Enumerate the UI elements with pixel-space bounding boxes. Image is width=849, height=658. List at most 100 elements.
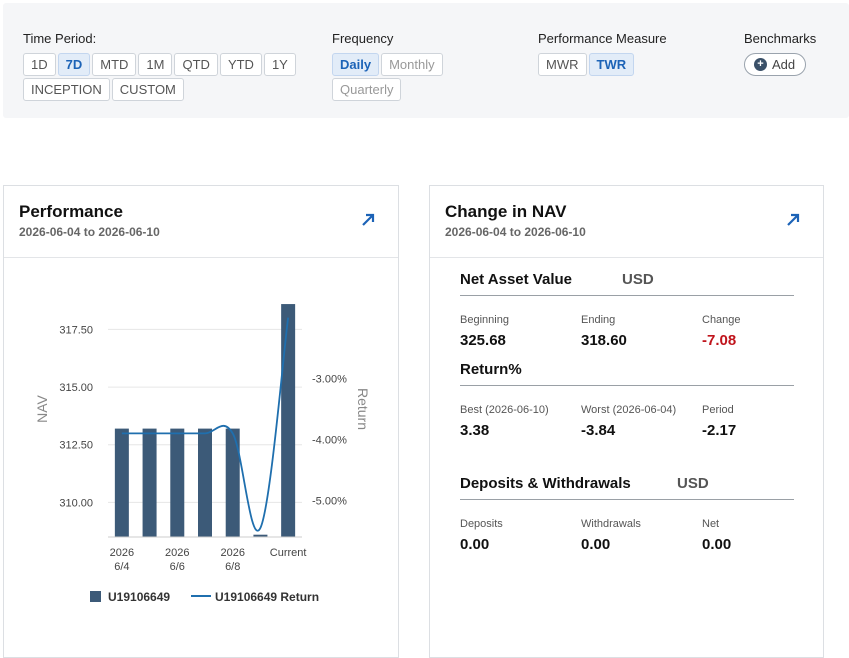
y-tick-label: 315.00 [59, 382, 93, 394]
net: Net 0.00 [702, 512, 812, 553]
expand-arrow-icon[interactable] [360, 212, 376, 228]
time-period-option-custom[interactable]: CUSTOM [111, 78, 184, 101]
return-best: Best (2026-06-10) 3.38 [460, 398, 555, 439]
performance-title: Performance [19, 202, 123, 221]
nav-date-range: 2026-06-04 to 2026-06-10 [445, 225, 586, 239]
performance-measure-options: MWR TWR [538, 53, 678, 76]
performance-measure-option-twr[interactable]: TWR [588, 53, 635, 76]
return-worst: Worst (2026-06-04) -3.84 [581, 398, 681, 439]
deposits-section-header: Deposits & Withdrawals USD [460, 475, 794, 500]
nav-currency: USD [622, 271, 654, 288]
y2-tick-label: -3.00% [312, 374, 347, 386]
nav-ending: Ending 318.60 [581, 308, 691, 349]
legend-label-nav[interactable]: U19106649 [108, 590, 170, 604]
return-section-title: Return% [460, 361, 522, 378]
change-label: Change [702, 314, 741, 326]
time-period-option-7d[interactable]: 7D [57, 53, 91, 76]
benchmarks-label: Benchmarks [744, 31, 817, 46]
nav-beginning: Beginning 325.68 [460, 308, 570, 349]
nav-section: Net Asset Value USD [460, 271, 794, 296]
performance-measure-group: Performance Measure MWR TWR [538, 30, 678, 76]
y-tick-label: 310.00 [59, 497, 93, 509]
benchmarks-group: Benchmarks + Add [744, 30, 816, 76]
time-period-option-1y[interactable]: 1Y [263, 53, 296, 76]
withdrawals: Withdrawals 0.00 [581, 512, 691, 553]
beginning-label: Beginning [460, 314, 509, 326]
best-label: Best (2026-06-10) [460, 404, 549, 416]
time-period-label: Time Period: [23, 31, 97, 46]
deposits-section: Deposits & Withdrawals USD [460, 475, 794, 500]
performance-date-range: 2026-06-04 to 2026-06-10 [19, 225, 160, 239]
x-tick-label: 6/6 [170, 561, 185, 573]
plus-circle-icon: + [754, 58, 767, 71]
beginning-value: 325.68 [460, 332, 506, 349]
withdrawals-label: Withdrawals [581, 518, 641, 530]
performance-measure-label: Performance Measure [538, 31, 667, 46]
frequency-options: Daily Monthly Quarterly [332, 53, 452, 101]
nav-bar[interactable] [225, 428, 240, 537]
nav-change: Change -7.08 [702, 308, 812, 349]
change-value: -7.08 [702, 332, 737, 349]
deposits-value: 0.00 [460, 536, 490, 553]
nav-card-header: Change in NAV 2026-06-04 to 2026-06-10 [430, 186, 823, 258]
performance-card-header: Performance 2026-06-04 to 2026-06-10 [4, 186, 398, 258]
add-benchmark-button[interactable]: + Add [744, 53, 807, 76]
worst-label: Worst (2026-06-04) [581, 404, 677, 416]
ending-value: 318.60 [581, 332, 627, 349]
y-tick-label: 317.50 [59, 324, 93, 336]
legend-swatch-nav [90, 591, 101, 602]
performance-measure-option-mwr[interactable]: MWR [538, 53, 587, 76]
net-label: Net [702, 518, 720, 530]
nav-bar[interactable] [198, 428, 212, 537]
y2-tick-label: -4.00% [312, 434, 347, 446]
nav-bar[interactable] [142, 428, 157, 537]
net-value: 0.00 [702, 536, 732, 553]
expand-arrow-icon[interactable] [785, 212, 801, 228]
deposits-label: Deposits [460, 518, 503, 530]
y-axis-title: NAV [34, 394, 50, 422]
frequency-option-daily[interactable]: Daily [332, 53, 380, 76]
frequency-label: Frequency [332, 31, 394, 46]
time-period-option-mtd[interactable]: MTD [92, 53, 137, 76]
x-tick-label: 2026 [165, 547, 189, 559]
y2-tick-label: -5.00% [312, 495, 347, 507]
x-tick-label: 6/4 [114, 561, 129, 573]
nav-bar[interactable] [114, 428, 129, 537]
period-label: Period [702, 404, 734, 416]
performance-card: Performance 2026-06-04 to 2026-06-10 310… [3, 185, 399, 658]
legend-label-return[interactable]: U19106649 Return [215, 590, 319, 604]
withdrawals-value: 0.00 [581, 536, 611, 553]
x-tick-label: 2026 [220, 547, 244, 559]
time-period-option-ytd[interactable]: YTD [219, 53, 262, 76]
ending-label: Ending [581, 314, 616, 326]
nav-card: Change in NAV 2026-06-04 to 2026-06-10 N… [429, 185, 824, 658]
time-period-option-qtd[interactable]: QTD [174, 53, 218, 76]
period-value: -2.17 [702, 422, 737, 439]
best-value: 3.38 [460, 422, 490, 439]
y-tick-label: 312.50 [59, 440, 93, 452]
nav-bar[interactable] [170, 428, 185, 537]
nav-bar[interactable] [253, 534, 268, 537]
frequency-option-quarterly[interactable]: Quarterly [332, 78, 402, 101]
worst-value: -3.84 [581, 422, 616, 439]
time-period-option-1m[interactable]: 1M [138, 53, 173, 76]
deposits: Deposits 0.00 [460, 512, 570, 553]
return-section: Return% [460, 361, 794, 386]
time-period-options: 1D 7D MTD 1M QTD YTD 1Y INCEPTION CUSTOM [23, 53, 303, 101]
time-period-group: Time Period: 1D 7D MTD 1M QTD YTD 1Y INCEPTION C… [23, 30, 303, 101]
return-line[interactable] [121, 317, 290, 532]
frequency-option-monthly[interactable]: Monthly [381, 53, 443, 76]
x-tick-label: 6/8 [225, 561, 240, 573]
add-benchmark-label: Add [772, 57, 796, 72]
filter-bar: Time Period: 1D 7D MTD 1M QTD YTD 1Y INCEPTION C… [3, 3, 849, 118]
deposits-currency: USD [677, 475, 709, 492]
deposits-section-title: Deposits & Withdrawals [460, 475, 631, 492]
x-tick-label: 2026 [110, 547, 134, 559]
nav-title: Change in NAV [445, 202, 567, 221]
time-period-option-1d[interactable]: 1D [23, 53, 56, 76]
x-tick-label: Current [270, 547, 307, 559]
nav-section-title: Net Asset Value [460, 271, 572, 288]
nav-bar[interactable] [281, 304, 296, 537]
time-period-option-inception[interactable]: INCEPTION [23, 78, 110, 101]
frequency-group: Frequency Daily Monthly Quarterly [332, 30, 452, 101]
